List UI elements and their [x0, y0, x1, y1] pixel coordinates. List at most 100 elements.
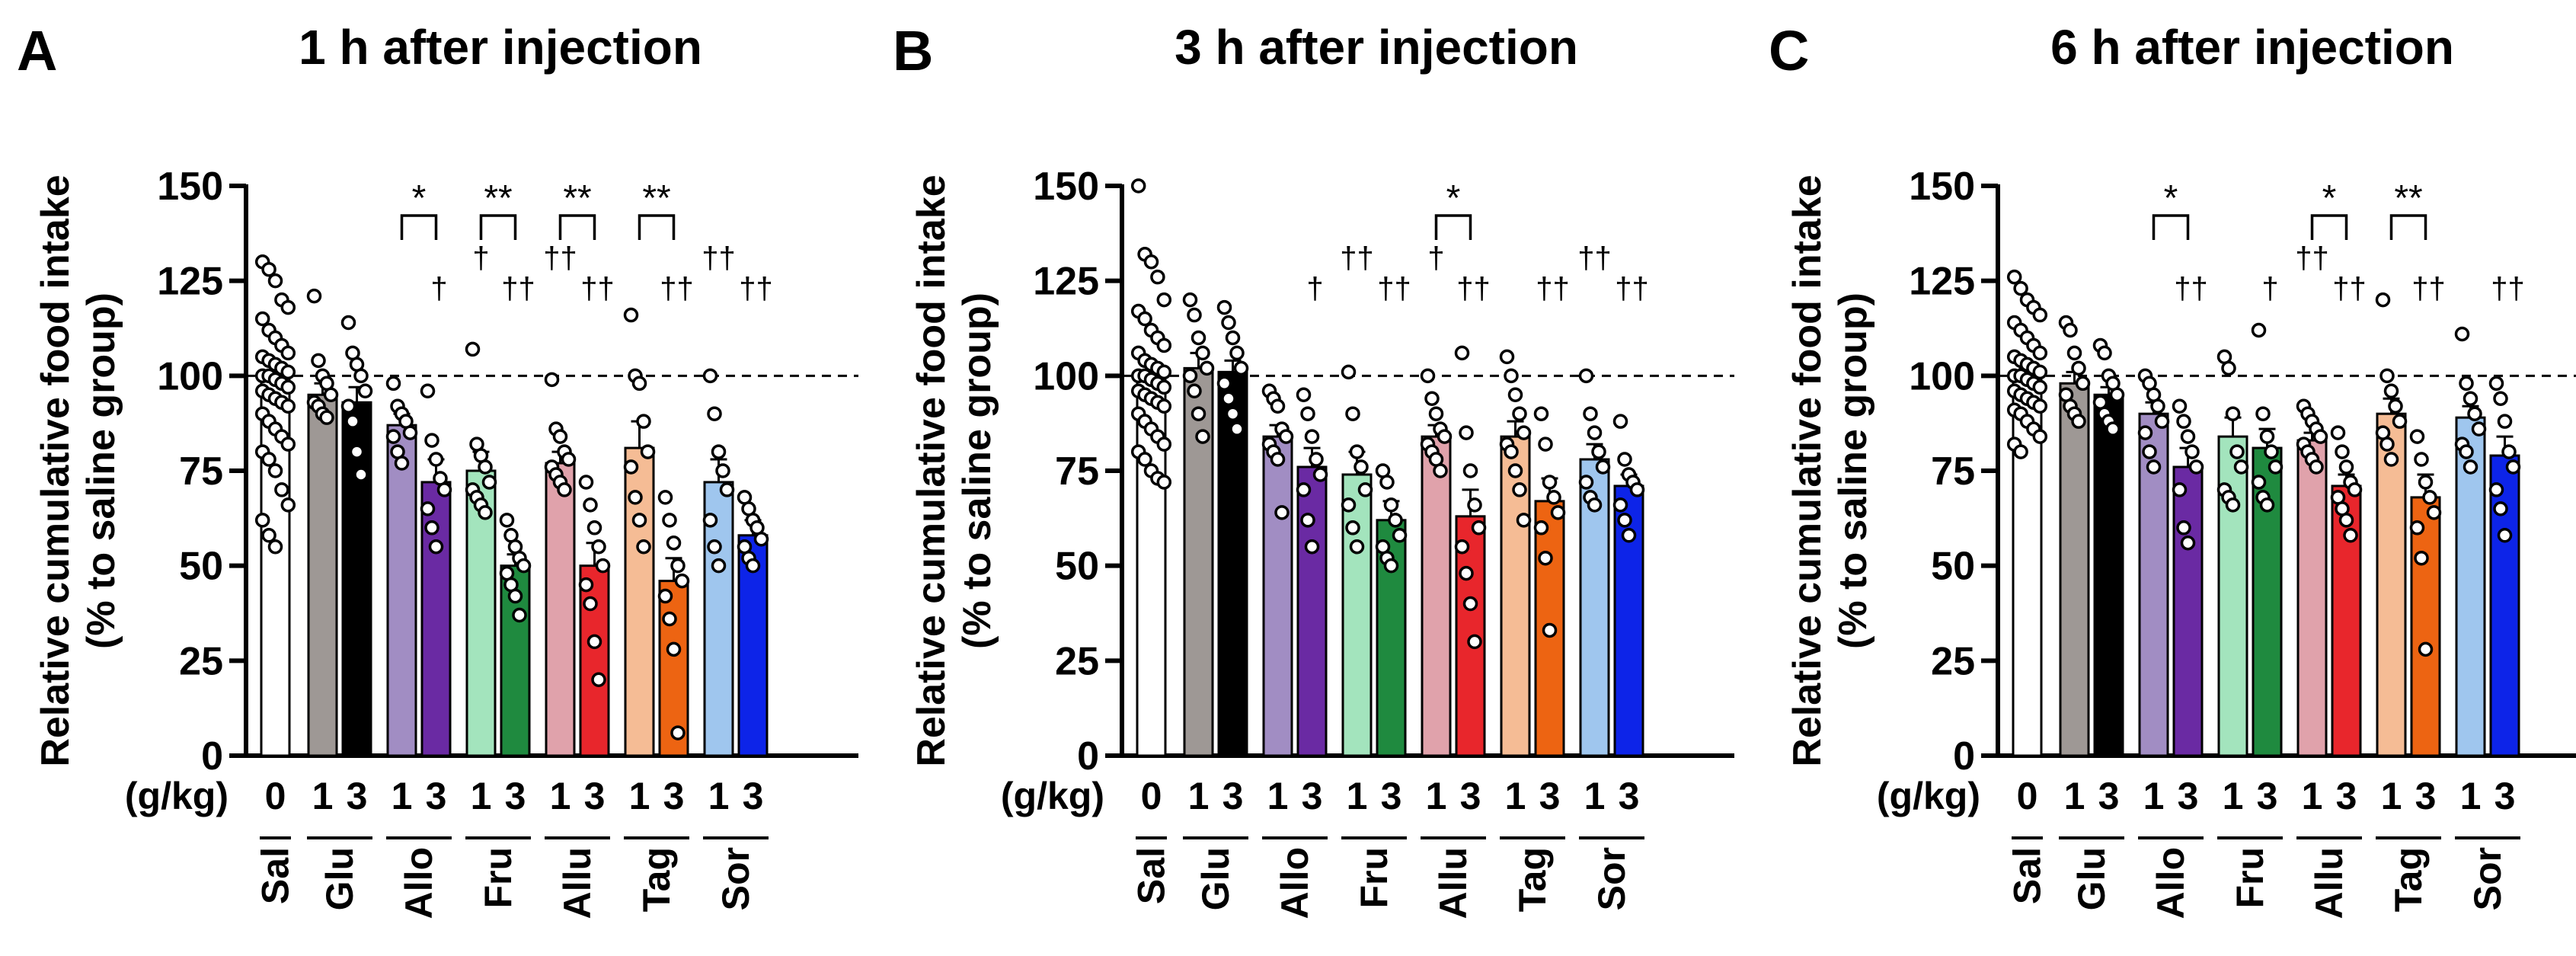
data-point	[1578, 368, 1594, 384]
dagger-mark: †	[430, 272, 447, 305]
data-point	[478, 459, 493, 475]
data-point	[436, 482, 452, 497]
data-point	[1383, 497, 1399, 513]
data-point	[1467, 634, 1482, 650]
data-point	[2006, 269, 2022, 285]
data-point	[1225, 330, 1241, 346]
data-point	[1156, 292, 1172, 308]
y-tick-label: 100	[1909, 354, 1975, 398]
data-point	[623, 307, 639, 323]
dose-label: 3	[584, 775, 606, 817]
dagger-mark: ††	[739, 272, 773, 305]
significance-bracket	[558, 214, 596, 240]
data-point	[1538, 436, 1553, 452]
data-point	[578, 577, 594, 593]
data-point	[2154, 414, 2170, 429]
panel-title: 1 h after injection	[299, 20, 702, 75]
data-point	[2063, 322, 2078, 338]
data-point	[385, 376, 401, 392]
group-label-glu: Glu	[318, 847, 361, 910]
data-point	[2414, 550, 2429, 566]
data-point	[636, 539, 651, 555]
data-point	[1550, 505, 1566, 520]
significance-label: **	[484, 178, 512, 219]
data-point	[640, 444, 656, 459]
dose-label: 1	[1426, 775, 1447, 817]
data-point	[711, 558, 727, 574]
data-point	[707, 539, 722, 555]
data-point	[340, 398, 356, 414]
significance-label: **	[642, 178, 670, 219]
data-point	[2422, 490, 2437, 505]
dose-label: 3	[1539, 775, 1561, 817]
group-label-tag: Tag	[2387, 847, 2430, 912]
data-point	[1137, 311, 1152, 327]
dose-label: 1	[708, 775, 730, 817]
data-point	[1617, 452, 1632, 467]
data-point	[2501, 444, 2517, 459]
dagger-mark: ††	[1377, 272, 1411, 305]
group-label-glu: Glu	[1194, 847, 1237, 910]
dagger-mark: ††	[1536, 272, 1570, 305]
data-point	[2375, 292, 2391, 308]
data-point	[2071, 360, 2086, 376]
bar-sor-1	[703, 481, 734, 757]
y-tick-label: 0	[1077, 734, 1099, 779]
y-tick-label: 150	[157, 165, 223, 209]
data-point	[1187, 307, 1202, 323]
dose-label: 0	[2017, 775, 2038, 817]
bar-glu-1	[2059, 382, 2090, 757]
data-point	[1309, 452, 1324, 467]
data-point	[591, 672, 606, 688]
y-axis-label-sub: (% to saline group)	[1831, 293, 1875, 649]
data-point	[1182, 368, 1198, 384]
group-label-allo: Allo	[398, 847, 440, 919]
data-point	[2505, 459, 2521, 475]
y-tick-label: 75	[1931, 449, 1975, 494]
data-point	[628, 490, 643, 505]
y-tick-label: 25	[179, 639, 223, 683]
data-point	[1546, 490, 1561, 505]
dose-label: 3	[426, 775, 447, 817]
data-point	[2418, 475, 2434, 490]
bar-tag-1	[2376, 412, 2407, 757]
data-point	[1587, 497, 1603, 513]
dose-label: 1	[392, 775, 413, 817]
y-tick-label: 0	[201, 734, 223, 779]
bar-tag-3	[2410, 496, 2441, 757]
significance-label: *	[2164, 178, 2178, 219]
dose-unit-label: (g/kg)	[125, 775, 229, 817]
data-point	[1300, 513, 1315, 528]
data-point	[424, 433, 439, 448]
data-point	[2454, 326, 2470, 342]
data-point	[1312, 467, 1328, 482]
data-point	[1621, 528, 1637, 543]
data-point	[595, 558, 611, 574]
dagger-mark: ††	[702, 241, 736, 275]
y-tick-label: 150	[1909, 165, 1975, 209]
data-point	[2032, 307, 2048, 323]
data-point	[1533, 520, 1549, 536]
data-point	[2347, 482, 2363, 497]
bar-glu-3	[1217, 370, 1248, 757]
dose-label: 1	[2460, 775, 2482, 817]
data-point	[1420, 368, 1436, 384]
data-point	[583, 596, 598, 612]
data-point	[2097, 345, 2112, 361]
group-label-allu: Allu	[556, 847, 599, 919]
data-point	[2497, 528, 2513, 543]
group-label-allo: Allo	[1274, 847, 1316, 919]
dagger-mark: ††	[1456, 272, 1491, 305]
data-point	[280, 345, 296, 361]
data-point	[499, 513, 515, 528]
data-point	[420, 383, 436, 399]
dagger-mark: †	[1306, 272, 1323, 305]
data-point	[2343, 528, 2358, 543]
data-point	[1278, 429, 1294, 444]
data-point	[657, 490, 673, 505]
group-label-allu: Allu	[1432, 847, 1475, 919]
data-point	[1454, 345, 1470, 361]
data-point	[2409, 520, 2425, 536]
data-point	[1542, 622, 1558, 638]
data-point	[1578, 475, 1594, 490]
